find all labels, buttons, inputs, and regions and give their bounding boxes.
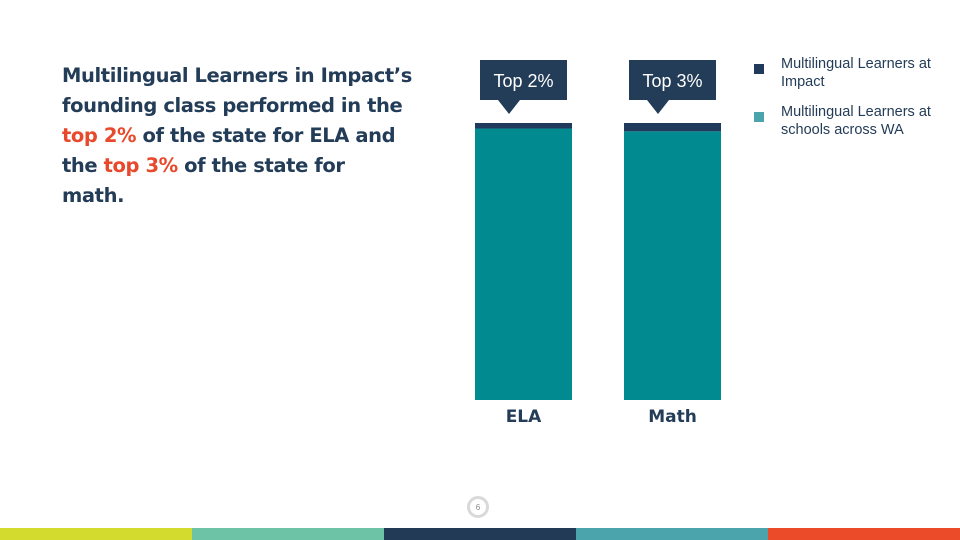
stacked-bar-chart: ELA Top 2% Math Top 3% bbox=[475, 60, 721, 427]
callout-box-math bbox=[629, 60, 716, 100]
callout-pointer-ela bbox=[498, 100, 520, 114]
headline-text-2: of the state for ELA and the bbox=[62, 124, 396, 177]
footer-segment-3 bbox=[384, 528, 576, 540]
headline-text-3: of the state for math. bbox=[62, 154, 345, 207]
footer-segment-5 bbox=[768, 528, 960, 540]
footer-segment-1 bbox=[0, 528, 192, 540]
page-number: 6 bbox=[467, 496, 489, 518]
bar-ela-wa bbox=[475, 128, 572, 400]
headline: Multilingual Learners in Impact’s foundi… bbox=[62, 61, 412, 211]
footer-color-bar bbox=[0, 528, 960, 540]
headline-text-1: Multilingual Learners in Impact’s foundi… bbox=[62, 64, 412, 117]
legend-item-impact: Multilingual Learners at Impact bbox=[754, 55, 954, 91]
x-tick-label-ela: ELA bbox=[506, 407, 542, 427]
legend-swatch-impact bbox=[754, 64, 764, 74]
headline-highlight-ela: top 2% bbox=[62, 124, 137, 147]
legend-swatch-wa bbox=[754, 112, 764, 122]
legend-label-impact: Multilingual Learners at Impact bbox=[781, 56, 931, 90]
legend-label-wa: Multilingual Learners at schools across … bbox=[781, 104, 931, 138]
x-tick-label-math: Math bbox=[648, 407, 697, 427]
page-number-label: 6 bbox=[475, 502, 481, 512]
callout-box-ela bbox=[480, 60, 567, 100]
footer-segment-2 bbox=[192, 528, 384, 540]
bar-ela-impact bbox=[475, 123, 572, 129]
callout-label-math: Top 3% bbox=[642, 71, 702, 91]
legend-item-wa: Multilingual Learners at schools across … bbox=[754, 103, 954, 139]
callout-label-ela: Top 2% bbox=[493, 71, 553, 91]
headline-highlight-math: top 3% bbox=[103, 154, 179, 177]
footer-segment-4 bbox=[576, 528, 768, 540]
callout-pointer-math bbox=[647, 100, 669, 114]
legend: Multilingual Learners at Impact Multilin… bbox=[754, 55, 954, 151]
bar-math-impact bbox=[624, 123, 721, 132]
bar-math-wa bbox=[624, 131, 721, 400]
